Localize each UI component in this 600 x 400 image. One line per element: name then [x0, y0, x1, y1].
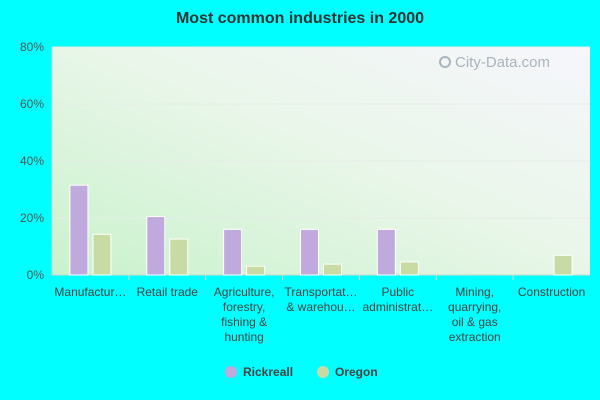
x-tick-label: Agriculture, forestry, fishing & hunting: [214, 285, 275, 344]
legend-label-oregon: Oregon: [335, 365, 378, 379]
y-axis-ticks: 0% 20% 40% 60% 80%: [20, 40, 44, 282]
bar-rickreall: [376, 228, 396, 276]
magnifier-icon: [439, 56, 451, 68]
y-tick-label: 0%: [27, 268, 45, 282]
y-tick-label: 20%: [20, 211, 44, 225]
bar-oregon: [399, 261, 419, 276]
bar-oregon: [169, 238, 189, 276]
y-tick-label: 40%: [20, 154, 44, 168]
bars: [69, 184, 573, 276]
x-tick-label: Mining, quarrying, oil & gas extraction: [448, 285, 501, 344]
x-axis-ticks: Manufactur… Retail trade Agriculture, fores…: [54, 275, 585, 344]
legend-swatch-oregon: [317, 366, 329, 378]
bar-rickreall: [146, 216, 166, 276]
gridlines: [51, 46, 590, 276]
chart-title: Most common industries in 2000: [176, 10, 424, 27]
bar-oregon: [553, 254, 573, 276]
y-tick-label: 60%: [20, 97, 44, 111]
legend: Rickreall Oregon: [225, 365, 378, 379]
x-tick-label: Construction: [518, 285, 585, 299]
watermark: City-Data.com: [439, 54, 550, 71]
x-tick-label: Retail trade: [137, 285, 199, 299]
x-tick-label: Manufactur…: [54, 285, 126, 299]
y-tick-label: 80%: [20, 40, 44, 54]
bar-rickreall: [69, 184, 89, 276]
bar-oregon: [92, 233, 112, 276]
bar-oregon: [246, 265, 266, 276]
bar-rickreall: [300, 228, 319, 276]
bar-oregon: [323, 263, 342, 276]
legend-swatch-rickreall: [225, 366, 237, 378]
watermark-text: City-Data.com: [455, 54, 550, 71]
bar-rickreall: [223, 228, 243, 276]
legend-label-rickreall: Rickreall: [243, 365, 293, 379]
x-tick-label: Public administrat…: [363, 285, 434, 314]
x-tick-label: Transportat… & warehou…: [285, 285, 358, 314]
